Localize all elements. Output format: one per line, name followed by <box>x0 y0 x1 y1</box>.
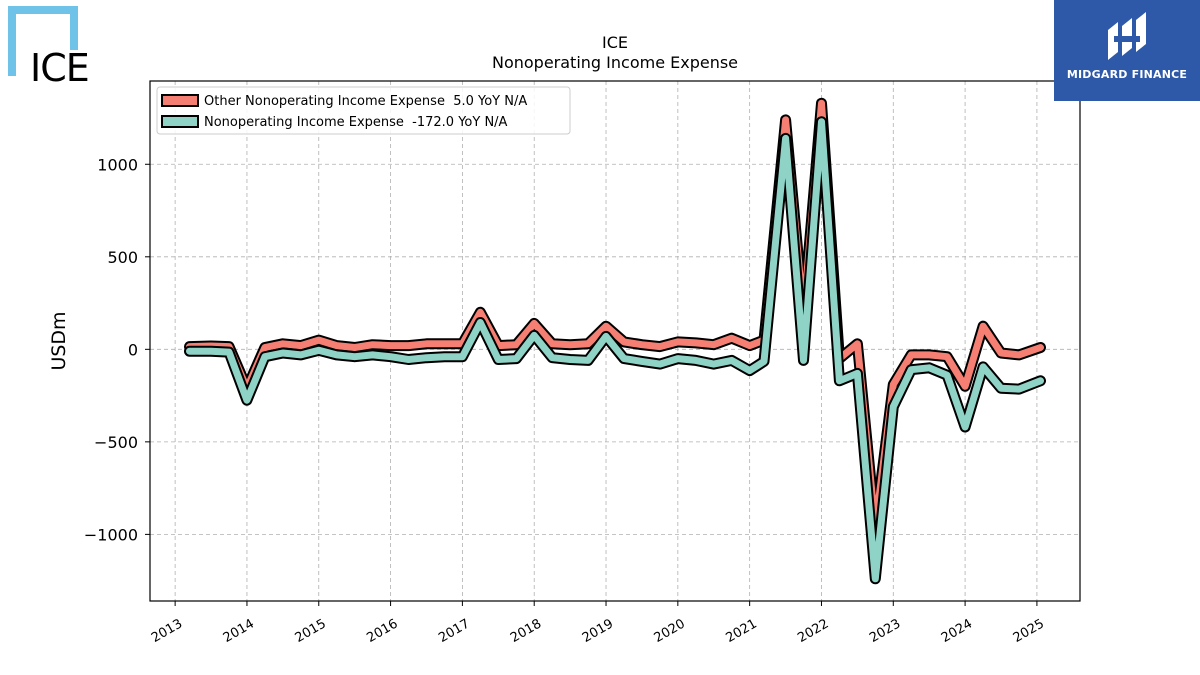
legend-label-0: Other Nonoperating Income Expense 5.0 Yo… <box>204 94 527 109</box>
legend-swatch-1 <box>161 115 199 128</box>
x-tick-label: 2015 <box>293 616 329 646</box>
legend-swatch-0 <box>161 94 199 107</box>
midgard-finance-logo-text: MIDGARD FINANCE <box>1066 68 1188 81</box>
legend-label-1: Nonoperating Income Expense -172.0 YoY N… <box>204 115 508 130</box>
midgard-emblem-icon <box>1108 12 1146 60</box>
series-lines <box>184 97 1046 585</box>
ice-logo: ICE <box>0 0 90 90</box>
y-tick-label: 1000 <box>97 155 138 174</box>
x-tick-label: 2019 <box>580 616 616 646</box>
x-tick-label: 2024 <box>939 616 975 646</box>
x-tick-label: 2025 <box>1011 616 1047 646</box>
x-tick-label: 2014 <box>221 616 257 646</box>
x-tick-label: 2023 <box>867 616 903 646</box>
axis-ticks: 2013 2014 2015 2016 2017 2018 2019 2020 2021 2022… <box>84 155 1047 646</box>
y-tick-label: −1000 <box>84 525 138 544</box>
y-tick-label: 500 <box>107 248 138 267</box>
x-tick-label: 2022 <box>795 616 831 646</box>
legend: Other Nonoperating Income Expense 5.0 Yo… <box>156 86 571 135</box>
series-line-0 <box>186 99 1044 531</box>
midgard-finance-logo: MIDGARD FINANCE <box>1054 0 1200 101</box>
chart-title: ICE <box>602 33 628 52</box>
series-outline-0 <box>184 97 1046 533</box>
y-tick-label: −500 <box>94 433 138 452</box>
x-tick-label: 2021 <box>723 616 759 646</box>
x-tick-label: 2016 <box>364 616 400 646</box>
y-axis-label: USDm <box>48 311 70 370</box>
x-tick-label: 2013 <box>149 616 185 646</box>
series-line-1 <box>186 118 1044 583</box>
ice-logo-text: ICE <box>30 46 90 90</box>
legend-box <box>156 86 571 135</box>
x-tick-label: 2020 <box>652 616 688 646</box>
x-tick-label: 2018 <box>508 616 544 646</box>
x-tick-label: 2017 <box>436 616 472 646</box>
chart-subtitle: Nonoperating Income Expense <box>492 53 738 72</box>
y-tick-label: 0 <box>128 340 138 359</box>
plot-frame <box>149 80 1081 602</box>
ice-logo-mark <box>8 6 78 76</box>
